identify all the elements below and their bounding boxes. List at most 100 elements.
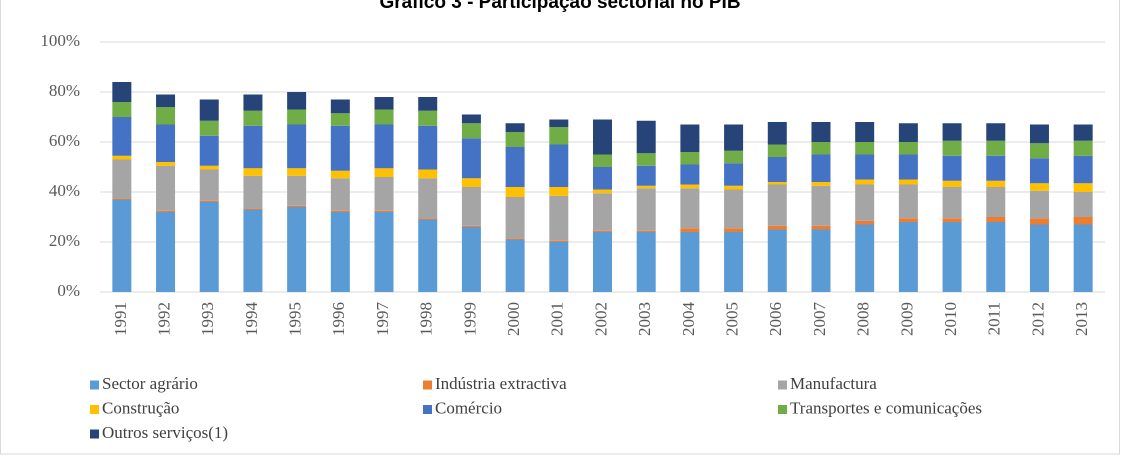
bar-segment <box>505 123 525 132</box>
bar-segment <box>855 179 875 185</box>
x-tick-label: 1991 <box>111 302 130 336</box>
bar-segment <box>593 189 612 194</box>
bar-segment <box>418 110 438 126</box>
x-tick-label: 2012 <box>1028 302 1047 336</box>
bar-segment <box>811 122 831 142</box>
bar-segment <box>112 102 132 117</box>
bar-segment <box>898 154 918 180</box>
bar-segment <box>374 97 394 110</box>
x-tick-label: 2008 <box>854 302 873 336</box>
bar-segment <box>1073 192 1093 217</box>
bar-segment <box>243 94 263 111</box>
bar-segment <box>1073 124 1093 141</box>
legend-swatch <box>90 429 99 439</box>
bar-segment <box>724 163 744 186</box>
bar-segment <box>724 228 744 232</box>
bar-segment <box>1073 224 1093 292</box>
y-tick-label: 40% <box>49 181 80 200</box>
bar-segment <box>986 217 1006 222</box>
bar-segment <box>243 168 263 176</box>
bar-segment <box>156 124 176 162</box>
x-tick-label: 2011 <box>985 302 1004 335</box>
legend-swatch <box>423 380 432 390</box>
bar-segment <box>986 140 1006 156</box>
legend-swatch <box>778 380 787 390</box>
bar-segment <box>942 222 962 292</box>
bar-segment <box>1073 183 1093 192</box>
bar-segment <box>287 92 307 110</box>
bar-segment <box>767 157 787 182</box>
bar-segment <box>374 210 394 212</box>
bar-segment <box>330 210 350 212</box>
bar-segment <box>330 125 350 171</box>
y-tick-label: 0% <box>57 281 80 300</box>
bar-segment <box>724 150 744 164</box>
bar-segment <box>636 185 656 189</box>
bar-segment <box>986 222 1006 292</box>
bar-segment <box>1029 124 1049 144</box>
bar-segment <box>680 184 700 189</box>
bar-segment <box>461 138 481 179</box>
x-tick-label: 2000 <box>504 302 523 336</box>
legend-swatch <box>90 405 99 414</box>
bar-segment <box>724 124 744 151</box>
bar-segment <box>767 225 787 230</box>
bar-segment <box>593 193 612 231</box>
bar-segment <box>374 212 394 292</box>
bar-segment <box>767 229 787 292</box>
bar-segment <box>156 94 176 107</box>
x-tick-label: 2004 <box>679 302 698 337</box>
bar-segment <box>593 230 612 232</box>
bar-segment <box>112 199 132 292</box>
bar-segment <box>549 144 569 187</box>
bar-segment <box>461 178 481 187</box>
bar-segment <box>549 119 569 127</box>
bar-segment <box>898 184 918 219</box>
bar-segment <box>287 109 307 125</box>
bar-segment <box>330 99 350 114</box>
bar-segment <box>156 162 176 166</box>
x-tick-label: 2007 <box>810 302 829 337</box>
bar-segment <box>636 230 656 232</box>
bar-segment <box>549 187 569 196</box>
bar-segment <box>811 229 831 292</box>
bar-segment <box>680 228 700 232</box>
bar-segment <box>112 155 132 160</box>
bar-segment <box>199 99 219 121</box>
bar-segment <box>767 122 787 145</box>
bar-segment <box>330 212 350 292</box>
x-tick-label: 1993 <box>198 302 217 336</box>
bar-segment <box>330 178 350 211</box>
bar-segment <box>243 110 263 126</box>
legend-swatch <box>423 405 432 414</box>
bar-segment <box>287 168 307 176</box>
x-tick-label: 1999 <box>460 302 479 336</box>
bar-segment <box>199 200 219 202</box>
bar-segment <box>680 164 700 185</box>
bar-segment <box>593 232 612 292</box>
bar-segment <box>1029 183 1049 191</box>
bar-segment <box>243 125 263 169</box>
bar-segment <box>855 154 875 180</box>
legend-label: Outros serviços(1) <box>102 423 228 442</box>
bar-segment <box>199 165 219 170</box>
bar-segment <box>374 168 394 177</box>
bar-segment <box>898 142 918 155</box>
bar-segment <box>505 187 525 197</box>
bar-segment <box>418 178 438 219</box>
bar-segment <box>287 205 307 207</box>
x-tick-label: 2010 <box>941 302 960 336</box>
bar-segment <box>505 238 525 240</box>
bar-segment <box>855 184 875 221</box>
bar-segment <box>1029 158 1049 184</box>
legend-label: Sector agrário <box>102 374 198 393</box>
bar-segment <box>942 155 962 181</box>
bar-segment <box>680 124 700 152</box>
bar-segment <box>461 123 481 139</box>
bar-segment <box>374 177 394 211</box>
bar-segment <box>1029 218 1049 225</box>
legend-label: Transportes e comunicações <box>790 398 982 417</box>
bar-segment <box>942 140 962 156</box>
bar-segment <box>461 225 481 227</box>
